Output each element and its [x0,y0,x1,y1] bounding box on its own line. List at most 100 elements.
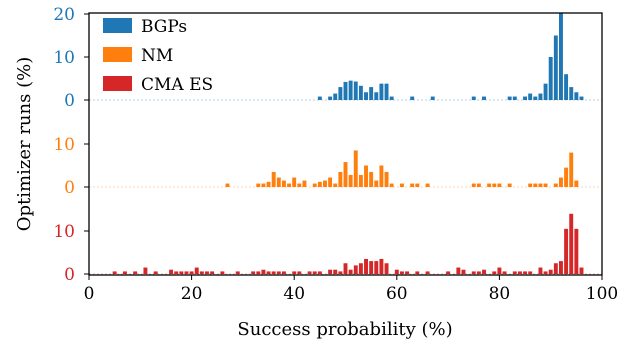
bar-2-48 [471,271,476,274]
bar-0-16 [471,96,476,100]
bar-1-18 [348,174,353,187]
bar-1-4 [271,171,276,187]
bar-2-30 [338,271,343,274]
y-tick-label-2-0: 10 [53,222,75,242]
bar-0-24 [543,83,548,100]
bar-0-29 [569,87,574,100]
bar-2-18 [261,269,266,274]
legend-swatch-2 [103,76,132,91]
bar-2-47 [461,269,466,274]
bar-1-42 [558,177,563,187]
bar-2-5 [169,269,174,274]
bar-2-42 [405,271,410,274]
bar-1-31 [471,183,476,187]
bar-0-30 [574,92,579,100]
bar-2-33 [353,265,358,274]
bar-2-22 [281,271,286,274]
bar-1-16 [338,171,343,187]
bar-0-0 [317,96,322,100]
legend-label-2: CMA ES [141,75,213,95]
bar-2-46 [456,267,461,274]
bar-2-13 [210,271,215,274]
bar-1-1 [256,183,261,187]
x-tick-label-5: 100 [586,284,618,304]
bar-2-25 [307,271,312,274]
bar-2-36 [369,261,374,274]
x-tick-label-4: 80 [489,284,511,304]
bar-0-23 [538,93,543,100]
bar-0-19 [512,96,517,100]
bar-0-20 [523,96,528,100]
bar-1-15 [333,183,338,187]
bar-0-21 [528,93,533,100]
bar-1-10 [302,180,307,187]
bar-0-11 [379,83,384,100]
bar-1-7 [287,183,292,187]
x-tick-label-1: 20 [181,284,203,304]
bar-2-54 [512,271,517,274]
bar-2-8 [184,271,189,274]
bar-0-27 [558,13,563,101]
bar-1-3 [266,181,271,187]
bar-1-26 [389,183,394,187]
bar-1-28 [410,183,415,187]
bar-0-14 [410,96,415,100]
bar-2-40 [394,269,399,274]
bar-1-11 [312,183,317,187]
bar-0-15 [430,96,435,100]
bar-2-23 [292,271,297,274]
bar-1-36 [507,183,512,187]
bar-1-0 [225,183,230,187]
bar-1-39 [538,183,543,187]
y-tick-label-2-1: 0 [64,265,75,285]
bar-1-8 [292,177,297,187]
bar-2-15 [235,271,240,274]
bar-2-0 [112,271,117,274]
y-tick-label-0-1: 10 [53,48,75,68]
legend-label-1: NM [141,46,173,66]
bar-2-2 [133,271,138,274]
x-axis-label: Success probability (%) [237,319,452,340]
bar-0-10 [374,92,379,100]
bar-1-19 [353,150,358,187]
bar-0-25 [548,57,553,100]
bar-0-9 [369,87,374,100]
bar-0-31 [579,96,584,100]
bar-1-9 [297,183,302,187]
bars-layer [112,13,584,274]
bar-2-14 [220,271,225,274]
bar-2-61 [553,263,558,274]
bar-0-28 [564,74,569,100]
bar-2-10 [194,267,199,274]
bar-2-51 [492,271,497,274]
bar-2-19 [266,271,271,274]
bar-2-53 [502,271,507,274]
bar-0-2 [333,93,338,100]
bar-2-65 [574,228,579,274]
bar-1-25 [384,171,389,187]
bar-1-38 [533,183,538,187]
bar-2-49 [476,271,481,274]
bar-2-35 [364,258,368,274]
bar-1-40 [543,183,548,187]
bar-1-27 [399,183,404,187]
bar-2-21 [276,271,281,274]
bar-2-34 [358,263,363,274]
bar-2-60 [548,269,553,274]
bar-2-43 [415,271,420,274]
bar-0-26 [553,35,558,100]
bar-2-44 [425,271,430,274]
bar-2-28 [328,269,333,274]
bar-1-45 [574,180,579,187]
bar-2-63 [564,228,569,274]
bar-2-64 [569,213,574,274]
y-tick-label-0-0: 20 [53,5,75,25]
y-tick-label-1-0: 10 [53,135,75,155]
bar-2-29 [333,269,338,274]
bar-0-6 [353,81,358,100]
bar-1-37 [528,183,533,187]
bar-1-35 [497,183,502,187]
x-ticks-layer: 0 20 40 60 80 100 [84,275,618,304]
baselines-layer [89,99,602,275]
